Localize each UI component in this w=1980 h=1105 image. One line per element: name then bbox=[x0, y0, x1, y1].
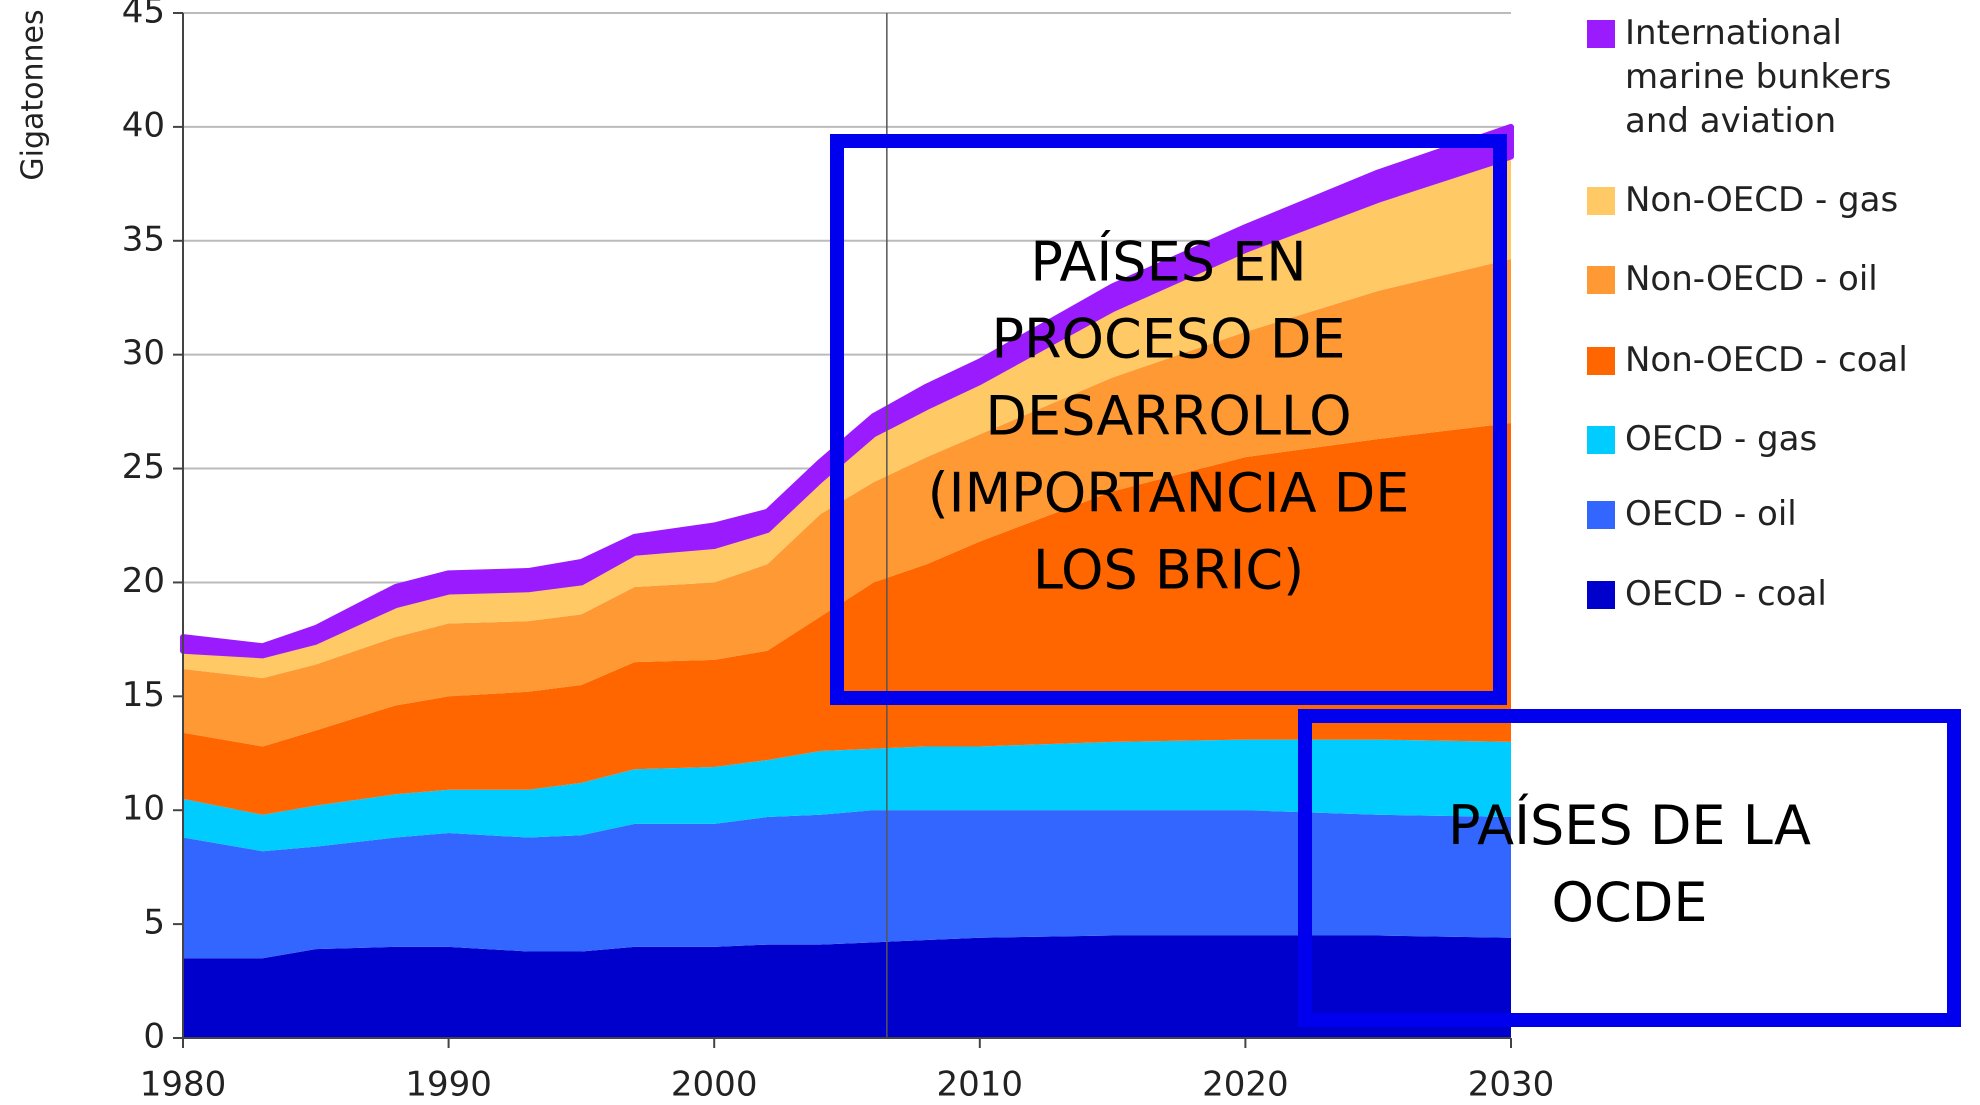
annotation-box bbox=[830, 134, 1507, 705]
y-tick-label: 35 bbox=[122, 219, 165, 259]
y-tick-label: 25 bbox=[122, 447, 165, 487]
x-tick-label: 1980 bbox=[140, 1065, 227, 1105]
annotation-text: OCDE bbox=[1552, 871, 1708, 934]
annotation-text: (IMPORTANCIA DE bbox=[928, 462, 1410, 525]
y-tick-label: 20 bbox=[122, 561, 165, 601]
legend-label: OECD - oil bbox=[1625, 494, 1797, 534]
legend-label: OECD - gas bbox=[1625, 419, 1817, 459]
y-tick-label: 40 bbox=[122, 105, 165, 145]
legend-label: OECD - coal bbox=[1625, 574, 1827, 614]
legend-swatch bbox=[1587, 426, 1615, 454]
legend-swatch bbox=[1587, 347, 1615, 375]
y-tick-label: 30 bbox=[122, 333, 165, 373]
area bbox=[180, 123, 1514, 659]
y-tick-label: 15 bbox=[122, 675, 165, 715]
legend-label: Non-OECD - coal bbox=[1625, 340, 1908, 380]
annotation-text: DESARROLLO bbox=[985, 385, 1351, 448]
area bbox=[183, 259, 1511, 747]
legend-label: International marine bunkers and aviatio… bbox=[1625, 13, 1902, 141]
legend-swatch bbox=[1587, 20, 1615, 48]
y-tick-label: 10 bbox=[122, 789, 165, 829]
annotation-box bbox=[1298, 709, 1961, 1027]
area bbox=[183, 739, 1511, 852]
legend-label: Non-OECD - gas bbox=[1625, 180, 1898, 220]
x-tick-label: 1990 bbox=[405, 1065, 492, 1105]
legend-swatch bbox=[1587, 266, 1615, 294]
area bbox=[183, 156, 1511, 679]
x-tick-label: 2020 bbox=[1202, 1065, 1289, 1105]
y-tick-label: 5 bbox=[143, 903, 165, 943]
legend-swatch bbox=[1587, 187, 1615, 215]
annotation-text: PAÍSES EN bbox=[1030, 231, 1306, 294]
x-tick-label: 2000 bbox=[671, 1065, 758, 1105]
area bbox=[183, 935, 1511, 1038]
legend-swatch bbox=[1587, 501, 1615, 529]
x-tick-label: 2030 bbox=[1468, 1065, 1555, 1105]
legend-swatch bbox=[1587, 581, 1615, 609]
y-axis-label: Gigatonnes bbox=[16, 9, 51, 180]
area bbox=[183, 423, 1511, 815]
annotation-text: LOS BRIC) bbox=[1033, 539, 1304, 602]
annotation-text: PROCESO DE bbox=[991, 308, 1345, 371]
x-tick-label: 2010 bbox=[937, 1065, 1024, 1105]
y-tick-label: 0 bbox=[143, 1017, 165, 1057]
area bbox=[183, 810, 1511, 959]
annotation-text: PAÍSES DE LA bbox=[1448, 794, 1811, 857]
y-tick-label: 45 bbox=[122, 0, 165, 32]
legend-label: Non-OECD - oil bbox=[1625, 259, 1878, 299]
